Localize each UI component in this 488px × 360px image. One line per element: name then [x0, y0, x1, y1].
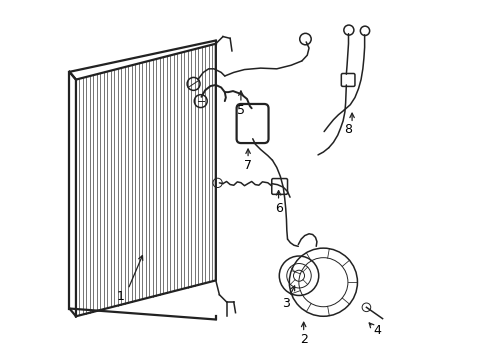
Text: 8: 8: [344, 123, 352, 136]
Text: 4: 4: [372, 324, 380, 337]
Text: 2: 2: [299, 333, 307, 346]
Text: 5: 5: [236, 104, 244, 117]
Text: 6: 6: [274, 202, 282, 215]
Text: 3: 3: [281, 297, 289, 310]
Text: 1: 1: [117, 290, 124, 303]
Text: 7: 7: [244, 159, 252, 172]
